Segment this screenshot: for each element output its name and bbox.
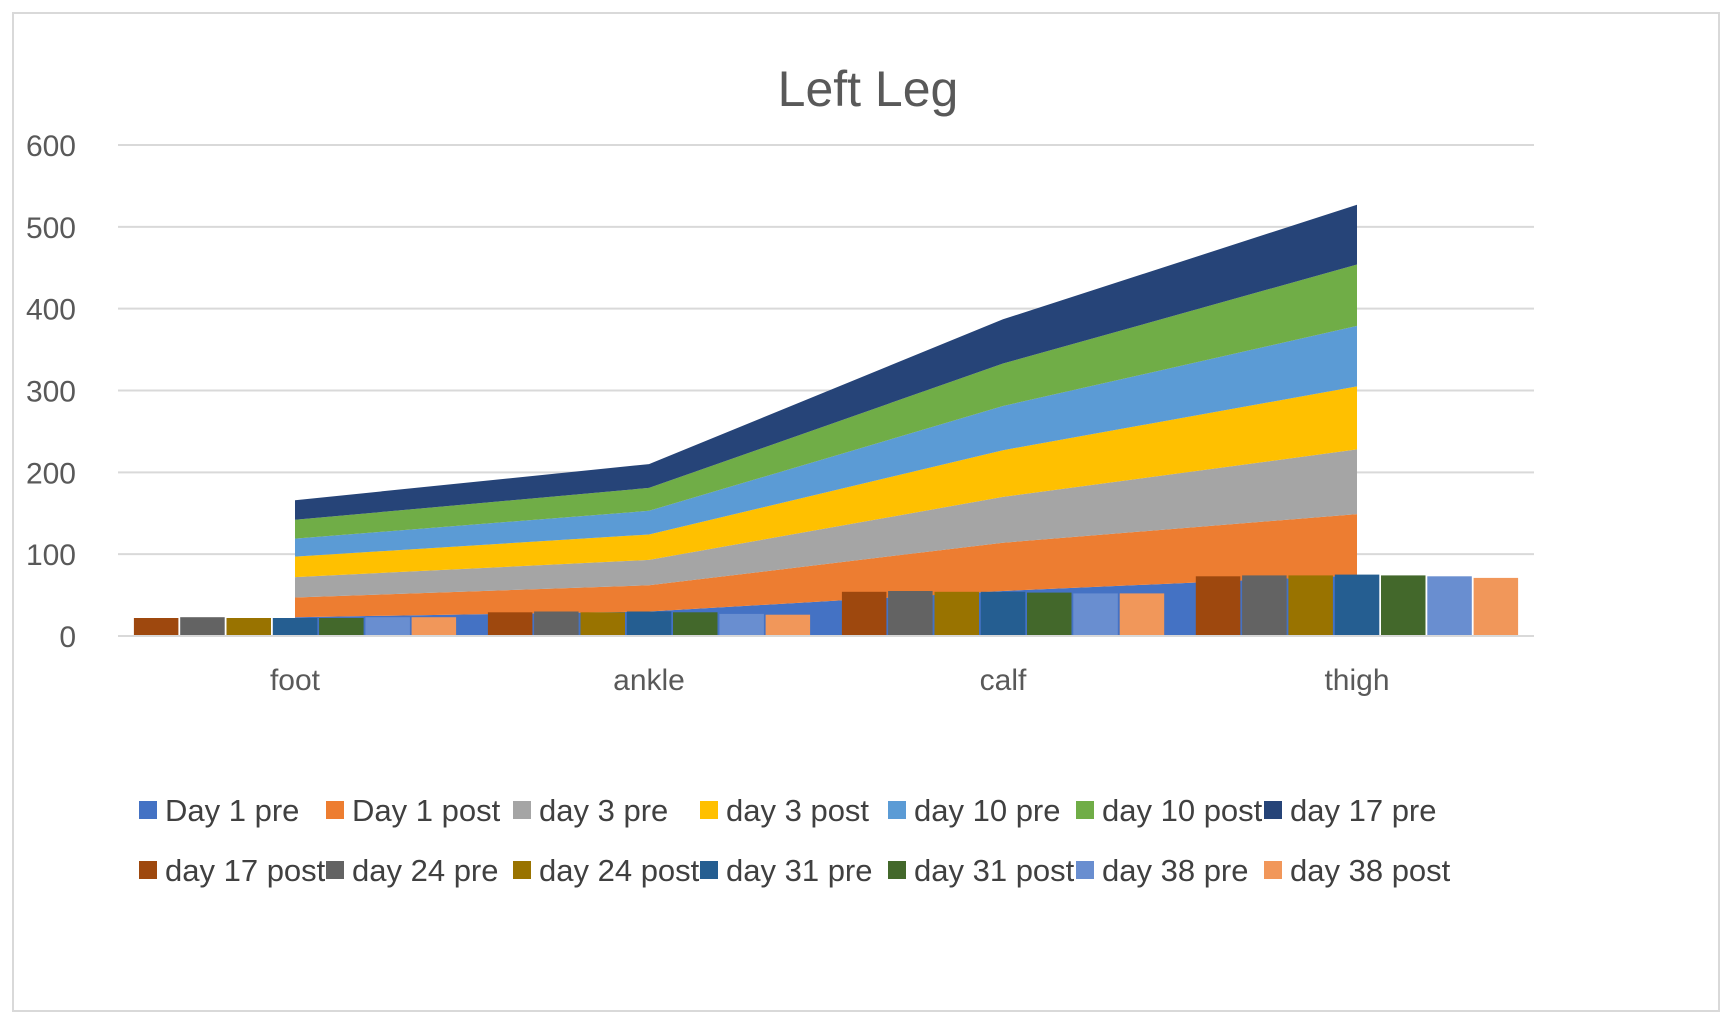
column-bar [719, 613, 764, 636]
column-bar [319, 618, 364, 636]
clustered-columns [133, 574, 1519, 636]
chart-title: Left Leg [778, 61, 959, 117]
column-bar [1119, 593, 1165, 636]
column-bar [1195, 576, 1241, 636]
y-tick-label: 100 [26, 539, 76, 572]
legend-entry: day 3 post [700, 793, 869, 828]
chart-svg: Left Leg 0 100 200 300 400 500 600 foot ankle ca… [26, 61, 1534, 888]
legend-entry: day 17 post [139, 853, 326, 888]
column-bar [888, 591, 933, 636]
legend-swatch [1076, 861, 1094, 879]
legend-label: day 31 post [914, 853, 1075, 888]
column-bar [765, 614, 811, 636]
legend-entry: day 3 pre [513, 793, 668, 828]
legend-swatch [513, 861, 531, 879]
column-bar [841, 591, 887, 636]
column-bar [180, 617, 225, 636]
legend-swatch [700, 801, 718, 819]
column-bar [1242, 575, 1287, 636]
area-series-1 [295, 514, 1357, 618]
column-bar [411, 617, 457, 636]
legend-entry: day 31 pre [700, 853, 873, 888]
column-bar [534, 611, 579, 636]
legend-label: day 31 pre [726, 853, 873, 888]
column-bar [1073, 593, 1118, 636]
legend-label: day 10 post [1102, 793, 1263, 828]
column-bar [226, 618, 271, 636]
column-bar [365, 617, 410, 636]
legend-label: day 38 pre [1102, 853, 1249, 888]
legend-label: Day 1 pre [165, 793, 299, 828]
area-series-3 [295, 386, 1357, 578]
stacked-areas [295, 204, 1357, 636]
legend-label: day 17 pre [1290, 793, 1437, 828]
legend-entry: Day 1 post [326, 793, 501, 828]
legend-swatch [888, 861, 906, 879]
legend-label: day 10 pre [914, 793, 1061, 828]
column-bar [980, 591, 1026, 636]
area-series-5 [295, 264, 1357, 539]
column-bar [1427, 576, 1472, 636]
y-tick-label: 200 [26, 457, 76, 490]
column-bar [1473, 577, 1519, 636]
legend-swatch [326, 801, 344, 819]
y-tick-label: 500 [26, 212, 76, 245]
legend-entry: day 17 pre [1264, 793, 1437, 828]
legend-label: day 24 pre [352, 853, 499, 888]
column-bar [1381, 575, 1426, 636]
legend-label: day 24 post [539, 853, 700, 888]
y-tick-label: 300 [26, 376, 76, 409]
column-bar [272, 618, 318, 636]
legend-label: day 3 post [726, 793, 869, 828]
legend-entry: Day 1 pre [139, 793, 299, 828]
legend-entry: day 38 pre [1076, 853, 1249, 888]
legend-entry: day 38 post [1264, 853, 1451, 888]
column-bar [133, 618, 179, 636]
legend-entry: day 24 pre [326, 853, 499, 888]
legend-label: day 38 post [1290, 853, 1451, 888]
legend-entry: day 10 post [1076, 793, 1263, 828]
legend-entry: day 31 post [888, 853, 1075, 888]
legend-swatch [139, 801, 157, 819]
column-bar [1288, 575, 1333, 636]
x-tick-label: foot [270, 664, 321, 697]
column-bar [1027, 592, 1072, 636]
legend-swatch [139, 861, 157, 879]
x-tick-label: calf [980, 664, 1027, 697]
legend-label: day 17 post [165, 853, 326, 888]
legend-swatch [1076, 801, 1094, 819]
legend-entry: day 10 pre [888, 793, 1061, 828]
column-bar [934, 591, 979, 636]
y-tick-label: 0 [59, 621, 76, 654]
column-bar [1334, 574, 1380, 636]
legend-label: day 3 pre [539, 793, 668, 828]
x-tick-label: thigh [1324, 664, 1389, 697]
x-axis-ticks: foot ankle calf thigh [270, 664, 1390, 697]
column-bar [580, 612, 625, 636]
area-series-4 [295, 325, 1357, 557]
legend-swatch [888, 801, 906, 819]
legend-entry: day 24 post [513, 853, 700, 888]
legend-swatch [513, 801, 531, 819]
legend-swatch [326, 861, 344, 879]
chart-frame: Left Leg 0 100 200 300 400 500 600 foot ankle ca… [12, 12, 1720, 1012]
column-bar [487, 612, 533, 636]
y-tick-label: 600 [26, 130, 76, 163]
legend-swatch [1264, 861, 1282, 879]
column-bar [673, 612, 718, 636]
legend: Day 1 pre Day 1 post day 3 pre day 3 post da… [139, 793, 1451, 888]
y-axis-ticks: 0 100 200 300 400 500 600 [26, 130, 76, 654]
column-bar [626, 611, 672, 636]
x-tick-label: ankle [613, 664, 685, 697]
legend-label: Day 1 post [352, 793, 501, 828]
y-tick-label: 400 [26, 294, 76, 327]
area-series-2 [295, 449, 1357, 598]
legend-swatch [700, 861, 718, 879]
legend-swatch [1264, 801, 1282, 819]
